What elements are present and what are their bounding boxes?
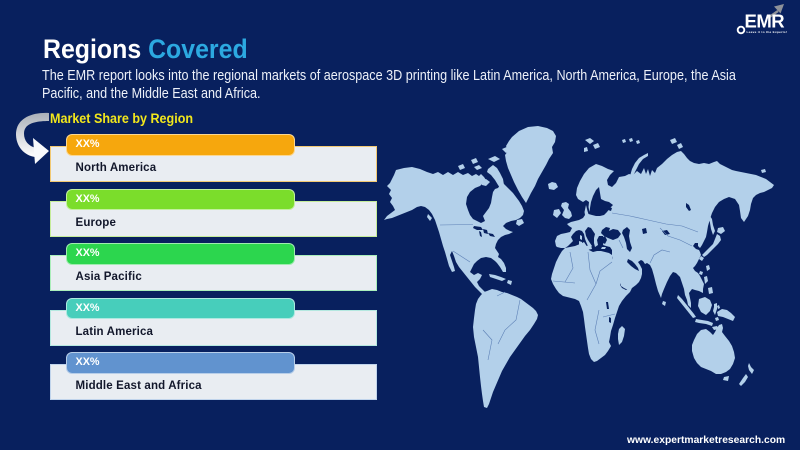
svg-text:Leave it to the Experts!: Leave it to the Experts!	[747, 30, 788, 34]
svg-text:EMR: EMR	[745, 11, 785, 32]
